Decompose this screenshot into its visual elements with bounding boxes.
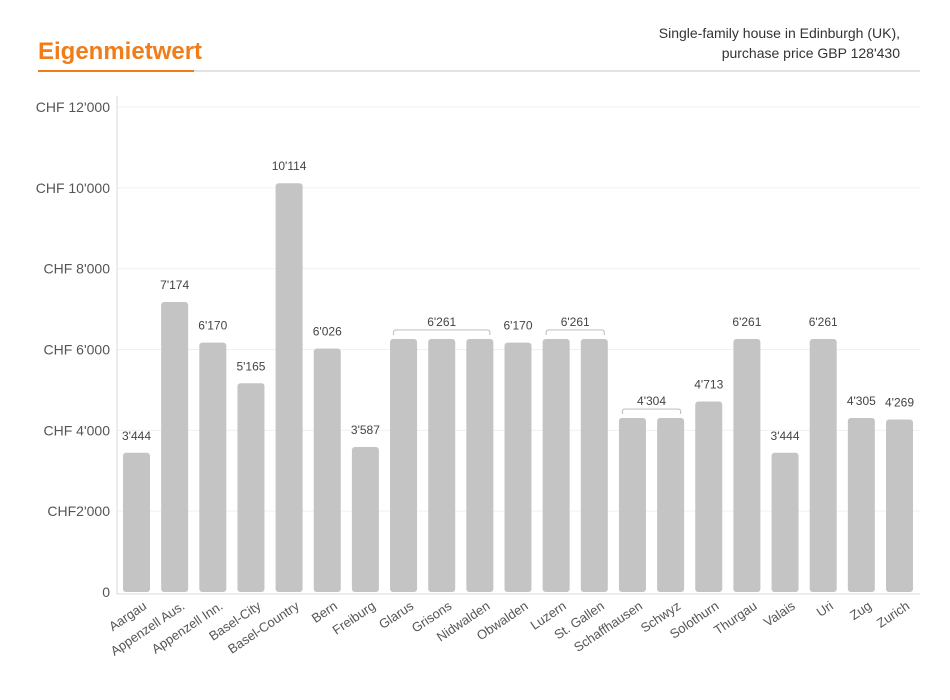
bar bbox=[886, 419, 913, 592]
x-tick-label: Zurich bbox=[874, 598, 912, 631]
bar bbox=[351, 447, 379, 592]
bars bbox=[123, 183, 913, 593]
x-tick-label: Zug bbox=[847, 598, 874, 623]
bar bbox=[733, 338, 761, 592]
x-tick-label: Uri bbox=[814, 598, 836, 620]
y-tick-label: CHF 10'000 bbox=[36, 180, 110, 196]
data-label: 6'170 bbox=[504, 319, 533, 333]
data-label: 7'174 bbox=[160, 278, 189, 292]
data-label: 4'305 bbox=[847, 394, 876, 408]
bar bbox=[466, 338, 494, 592]
bar bbox=[237, 383, 265, 592]
bar bbox=[771, 452, 799, 592]
subtitle-line-1: Single-family house in Edinburgh (UK), bbox=[659, 25, 900, 41]
y-tick-label: CHF 4'000 bbox=[44, 422, 111, 438]
x-tick-label: Freiburg bbox=[330, 598, 379, 638]
data-label: 6'261 bbox=[809, 315, 838, 329]
data-label: 5'165 bbox=[236, 359, 265, 373]
bar bbox=[542, 338, 570, 592]
group-bracket bbox=[621, 408, 682, 415]
data-label: 3'444 bbox=[771, 429, 800, 443]
bar bbox=[123, 452, 150, 592]
y-tick-label: CHF 12'000 bbox=[36, 99, 110, 115]
bar bbox=[809, 338, 837, 592]
bar bbox=[847, 418, 875, 592]
subtitle-line-2: purchase price GBP 128'430 bbox=[722, 45, 901, 61]
y-tick-label: CHF 8'000 bbox=[44, 261, 111, 277]
y-tick-label: CHF2'000 bbox=[47, 503, 110, 519]
data-label: 6'261 bbox=[427, 315, 456, 329]
y-tick-label: CHF 6'000 bbox=[44, 342, 111, 358]
bar bbox=[580, 338, 608, 592]
data-label: 3'587 bbox=[351, 423, 380, 437]
data-label: 10'114 bbox=[272, 159, 307, 173]
group-bracket bbox=[545, 329, 605, 335]
group-bracket bbox=[392, 329, 491, 335]
bar bbox=[428, 338, 456, 592]
data-label: 6'261 bbox=[561, 315, 590, 329]
x-tick-label: Thurgau bbox=[711, 598, 760, 638]
data-label: 6'026 bbox=[313, 324, 342, 338]
data-labels: 3'444 7'174 6'170 5'165 10'114 6'026 3'587 6'26… bbox=[122, 159, 914, 443]
data-label: 6'170 bbox=[198, 319, 227, 333]
data-label: 4'713 bbox=[694, 378, 723, 392]
page-title: Eigenmietwert bbox=[38, 38, 202, 65]
bar bbox=[313, 348, 341, 592]
bar bbox=[504, 342, 532, 592]
data-label: 4'269 bbox=[885, 395, 914, 409]
data-label: 4'304 bbox=[637, 394, 666, 408]
x-tick-label: Valais bbox=[761, 598, 798, 630]
bar bbox=[695, 401, 723, 592]
bar bbox=[161, 302, 189, 592]
y-tick-label: 0 bbox=[102, 584, 110, 600]
bar bbox=[199, 342, 227, 592]
bar bbox=[275, 183, 303, 593]
bar bbox=[390, 338, 418, 592]
bar bbox=[657, 418, 685, 592]
bar bbox=[618, 418, 646, 592]
data-label: 3'444 bbox=[122, 429, 151, 443]
y-tick-labels: 0 CHF2'000 CHF 4'000 CHF 6'000 CHF 8'000 CHF … bbox=[36, 99, 110, 600]
data-label: 6'261 bbox=[732, 315, 761, 329]
